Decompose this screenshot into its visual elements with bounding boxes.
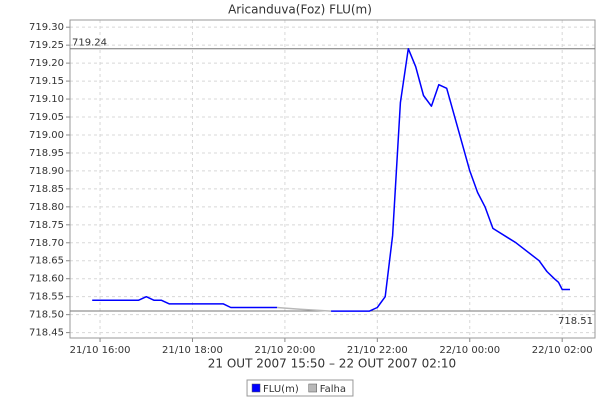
x-tick-label: 21/10 18:00 bbox=[162, 345, 223, 356]
x-axis-label: 21 OUT 2007 15:50 – 22 OUT 2007 02:10 bbox=[208, 357, 456, 371]
line-series bbox=[92, 47, 570, 312]
y-tick-label: 718.70 bbox=[29, 238, 64, 249]
y-tick-label: 719.30 bbox=[29, 22, 64, 33]
y-tick-label: 719.05 bbox=[29, 112, 64, 123]
y-tick-label: 719.10 bbox=[29, 94, 64, 105]
y-tick-label: 718.90 bbox=[29, 166, 64, 177]
legend-swatch bbox=[308, 383, 317, 393]
x-tick-label: 21/10 16:00 bbox=[70, 345, 131, 356]
y-tick-label: 718.65 bbox=[29, 256, 64, 267]
x-tick-label: 22/10 00:00 bbox=[439, 345, 500, 356]
x-tick-label: 21/10 20:00 bbox=[254, 345, 315, 356]
y-tick-label: 719.15 bbox=[29, 76, 64, 87]
legend-box bbox=[246, 379, 354, 397]
reference-label: 719.24 bbox=[72, 38, 107, 49]
y-tick-label: 719.00 bbox=[29, 130, 64, 141]
line-series bbox=[276, 306, 332, 312]
y-tick-label: 718.85 bbox=[29, 184, 64, 195]
y-tick-label: 718.80 bbox=[29, 202, 64, 213]
x-tick-label: 22/10 02:00 bbox=[532, 345, 593, 356]
y-tick-label: 718.75 bbox=[29, 220, 64, 231]
legend-label: Falha bbox=[320, 384, 346, 395]
x-tick-label: 21/10 22:00 bbox=[347, 345, 408, 356]
chart-title: Aricanduva(Foz) FLU(m) bbox=[228, 3, 372, 17]
legend-label: FLU(m) bbox=[263, 384, 299, 395]
y-tick-label: 719.20 bbox=[29, 58, 64, 69]
legend-swatch bbox=[251, 383, 261, 393]
plot-area bbox=[69, 19, 596, 339]
y-tick-label: 718.50 bbox=[29, 310, 64, 321]
y-tick-label: 718.60 bbox=[29, 274, 64, 285]
reference-label: 718.51 bbox=[558, 316, 593, 327]
y-tick-label: 718.95 bbox=[29, 148, 64, 159]
y-tick-label: 718.45 bbox=[29, 328, 64, 339]
y-tick-label: 719.25 bbox=[29, 40, 64, 51]
y-tick-label: 718.55 bbox=[29, 292, 64, 303]
